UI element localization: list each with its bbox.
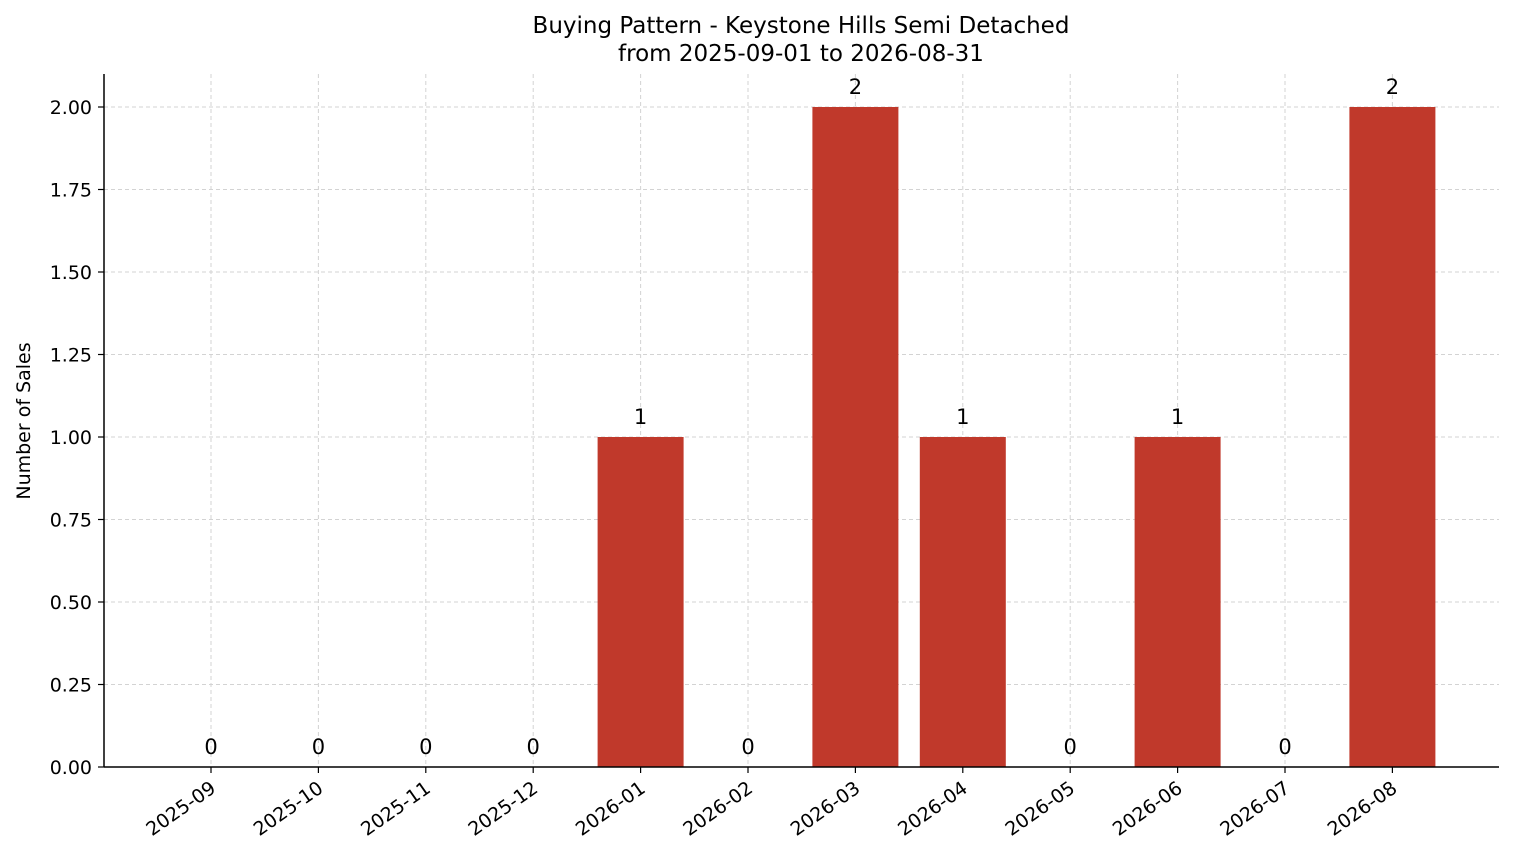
- x-tick-label: 2025-10: [250, 777, 328, 841]
- y-tick-label: 0.50: [50, 592, 92, 614]
- chart-title: Buying Pattern - Keystone Hills Semi Det…: [533, 13, 1070, 39]
- y-tick-label: 0.75: [50, 510, 92, 532]
- x-tick-label: 2026-02: [679, 777, 757, 841]
- y-tick-label: 1.25: [50, 345, 92, 367]
- bar-value-label: 0: [312, 735, 325, 759]
- x-tick-label: 2026-08: [1324, 777, 1402, 841]
- y-axis-label: Number of Sales: [13, 342, 35, 499]
- bar-value-label: 2: [849, 75, 862, 99]
- y-tick-label: 0.00: [50, 757, 92, 779]
- bar: [919, 437, 1006, 767]
- chart-subtitle: from 2025-09-01 to 2026-08-31: [618, 41, 984, 67]
- x-tick-label: 2025-09: [142, 777, 220, 841]
- x-tick-label: 2025-12: [464, 777, 542, 841]
- bar-value-label: 0: [741, 735, 754, 759]
- y-tick-label: 1.75: [50, 180, 92, 202]
- bars: [597, 107, 1436, 767]
- x-tick-label: 2026-07: [1216, 777, 1294, 841]
- grid: [104, 74, 1499, 768]
- y-tick-label: 1.50: [50, 262, 92, 284]
- bar-value-label: 1: [634, 405, 647, 429]
- bar: [1349, 107, 1436, 767]
- y-tick-label: 0.25: [50, 675, 92, 697]
- bar: [1134, 437, 1221, 767]
- x-tick-label: 2026-05: [1001, 777, 1079, 841]
- bar: [812, 107, 899, 767]
- bar-value-label: 2: [1386, 75, 1399, 99]
- bar-value-label: 0: [419, 735, 432, 759]
- bar-value-label: 0: [204, 735, 217, 759]
- x-tick-label: 2026-06: [1109, 777, 1187, 841]
- bar-value-label: 0: [1278, 735, 1291, 759]
- bar-value-label: 0: [1064, 735, 1077, 759]
- bar: [597, 437, 684, 767]
- y-tick-label: 2.00: [50, 97, 92, 119]
- x-tick-label: 2026-01: [572, 777, 650, 841]
- x-tick-label: 2025-11: [357, 777, 435, 841]
- axes: 0.00 0.25 0.50 0.75 1.00 1.25 1.50 1.75 2.00 2025…: [50, 74, 1499, 841]
- x-tick-label: 2026-03: [787, 777, 865, 841]
- x-tick-label: 2026-04: [894, 777, 972, 841]
- bar-value-label: 1: [956, 405, 969, 429]
- bar-value-label: 1: [1171, 405, 1184, 429]
- y-tick-label: 1.00: [50, 427, 92, 449]
- data-labels: 0 0 0 0 1 0 2 1 0 1 0 2: [204, 75, 1399, 759]
- bar-value-label: 0: [527, 735, 540, 759]
